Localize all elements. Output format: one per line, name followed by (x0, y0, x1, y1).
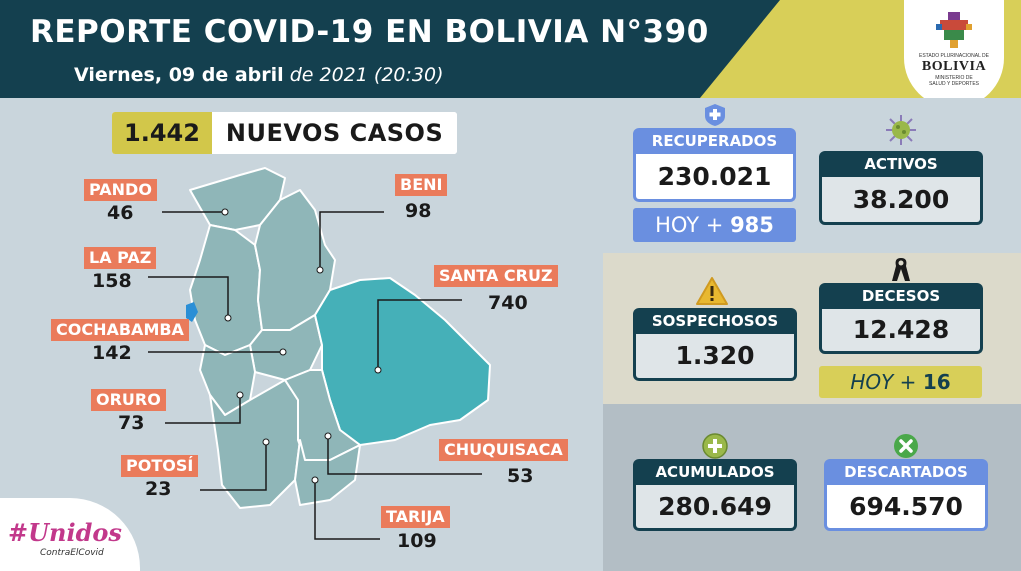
dept-value-tarija: 109 (397, 530, 437, 552)
dot-chuquisaca (324, 432, 332, 440)
deaths-today-label: HOY + (850, 370, 917, 394)
accumulated-label: ACUMULADOS (633, 459, 797, 485)
dept-value-potosi: 23 (145, 478, 172, 500)
recovered-card: RECUPERADOS 230.021 (633, 128, 796, 202)
dept-value-cochabamba: 142 (92, 342, 132, 364)
dept-value-santa-cruz: 740 (488, 292, 528, 314)
deaths-value: 12.428 (819, 309, 983, 354)
deaths-today-value: 16 (922, 370, 951, 394)
virus-icon (885, 114, 917, 150)
dept-value-chuquisaca: 53 (507, 465, 534, 487)
dept-label-tarija: TARIJA (381, 506, 450, 528)
leader-line-oruro (165, 395, 241, 424)
new-cases-label: NUEVOS CASOS (211, 112, 458, 154)
accumulated-card: ACUMULADOS 280.649 (633, 459, 797, 531)
deaths-label: DECESOS (819, 283, 983, 309)
dot-oruro (236, 391, 244, 399)
plus-circle-icon (702, 433, 728, 463)
dept-value-oruro: 73 (118, 412, 145, 434)
logo-state-text: ESTADO PLURINACIONAL DE (918, 53, 989, 59)
dept-label-beni: BENI (395, 174, 448, 196)
suspected-value: 1.320 (633, 334, 797, 381)
dept-label-santa-cruz: SANTA CRUZ (434, 265, 558, 287)
dot-potosi (262, 438, 270, 446)
dept-label-pando: PANDO (84, 179, 157, 201)
report-date-day: Viernes, 09 de abril (74, 64, 284, 86)
recovered-today: HOY + 985 (633, 208, 796, 242)
discarded-value: 694.570 (824, 485, 988, 531)
medical-plus-icon (704, 103, 726, 131)
report-date-time: de 2021 (20:30) (289, 64, 444, 86)
active-label: ACTIVOS (819, 151, 983, 177)
map-region-santa-cruz (314, 277, 491, 446)
logo-ministry-line1: MINISTERIO DE (935, 75, 973, 81)
leader-line-potosi (200, 442, 267, 491)
dot-la-paz (224, 314, 232, 322)
map-lake-titicaca (186, 302, 198, 322)
bolivia-map (148, 167, 491, 540)
report-title: REPORTE COVID-19 EN BOLIVIA N°390 (30, 14, 709, 50)
dept-label-oruro: ORURO (91, 389, 166, 411)
accumulated-value: 280.649 (633, 485, 797, 531)
recovered-today-label: HOY + (655, 213, 724, 237)
deaths-card: DECESOS 12.428 (819, 283, 983, 354)
campaign-title: #Unidos (8, 518, 122, 547)
dot-pando (221, 208, 229, 216)
mourning-ribbon-icon (890, 255, 912, 287)
recovered-label: RECUPERADOS (633, 128, 796, 154)
ministry-logo: ESTADO PLURINACIONAL DE BOLIVIA MINISTER… (904, 0, 1004, 108)
discarded-label: DESCARTADOS (824, 459, 988, 485)
coat-of-arms-icon (934, 10, 974, 50)
x-circle-icon (893, 433, 919, 463)
active-value: 38.200 (819, 177, 983, 225)
leader-line-beni (319, 211, 384, 270)
logo-ministry-line2: SALUD Y DEPORTES (928, 81, 980, 87)
suspected-card: SOSPECHOSOS 1.320 (633, 308, 797, 381)
leader-line-santa-cruz (377, 299, 462, 370)
dept-label-potosi: POTOSÍ (121, 455, 199, 477)
leader-line-chuquisaca (327, 436, 482, 475)
logo-bolivia-text: BOLIVIA (921, 59, 987, 74)
deaths-today: HOY + 16 (819, 366, 982, 398)
dept-value-la-paz: 158 (92, 270, 132, 292)
leader-line-la-paz (148, 276, 229, 318)
dept-value-pando: 46 (107, 202, 134, 224)
new-cases-value: 1.442 (112, 112, 212, 154)
active-card: ACTIVOS 38.200 (819, 151, 983, 225)
logo-ministry-text: MINISTERIO DE SALUD Y DEPORTES (929, 75, 979, 87)
dept-value-beni: 98 (405, 200, 432, 222)
map-region-la-paz (189, 224, 263, 356)
dot-tarija (311, 476, 319, 484)
dept-label-la-paz: LA PAZ (84, 247, 157, 269)
recovered-value: 230.021 (633, 154, 796, 202)
dept-label-cochabamba: COCHABAMBA (51, 319, 189, 341)
suspected-label: SOSPECHOSOS (633, 308, 797, 334)
recovered-today-value: 985 (730, 213, 774, 237)
new-cases-banner: 1.442 NUEVOS CASOS (112, 112, 458, 154)
report-date: Viernes, 09 de abril de 2021 (20:30) (74, 64, 443, 86)
leader-line-tarija (314, 480, 380, 540)
dot-beni (316, 266, 324, 274)
dept-label-chuquisaca: CHUQUISACA (439, 439, 568, 461)
dot-cochabamba (279, 348, 287, 356)
dot-santa-cruz (374, 366, 382, 374)
discarded-card: DESCARTADOS 694.570 (824, 459, 988, 531)
warning-icon (695, 276, 729, 310)
campaign-subtitle: ContraElCovid (40, 548, 104, 558)
